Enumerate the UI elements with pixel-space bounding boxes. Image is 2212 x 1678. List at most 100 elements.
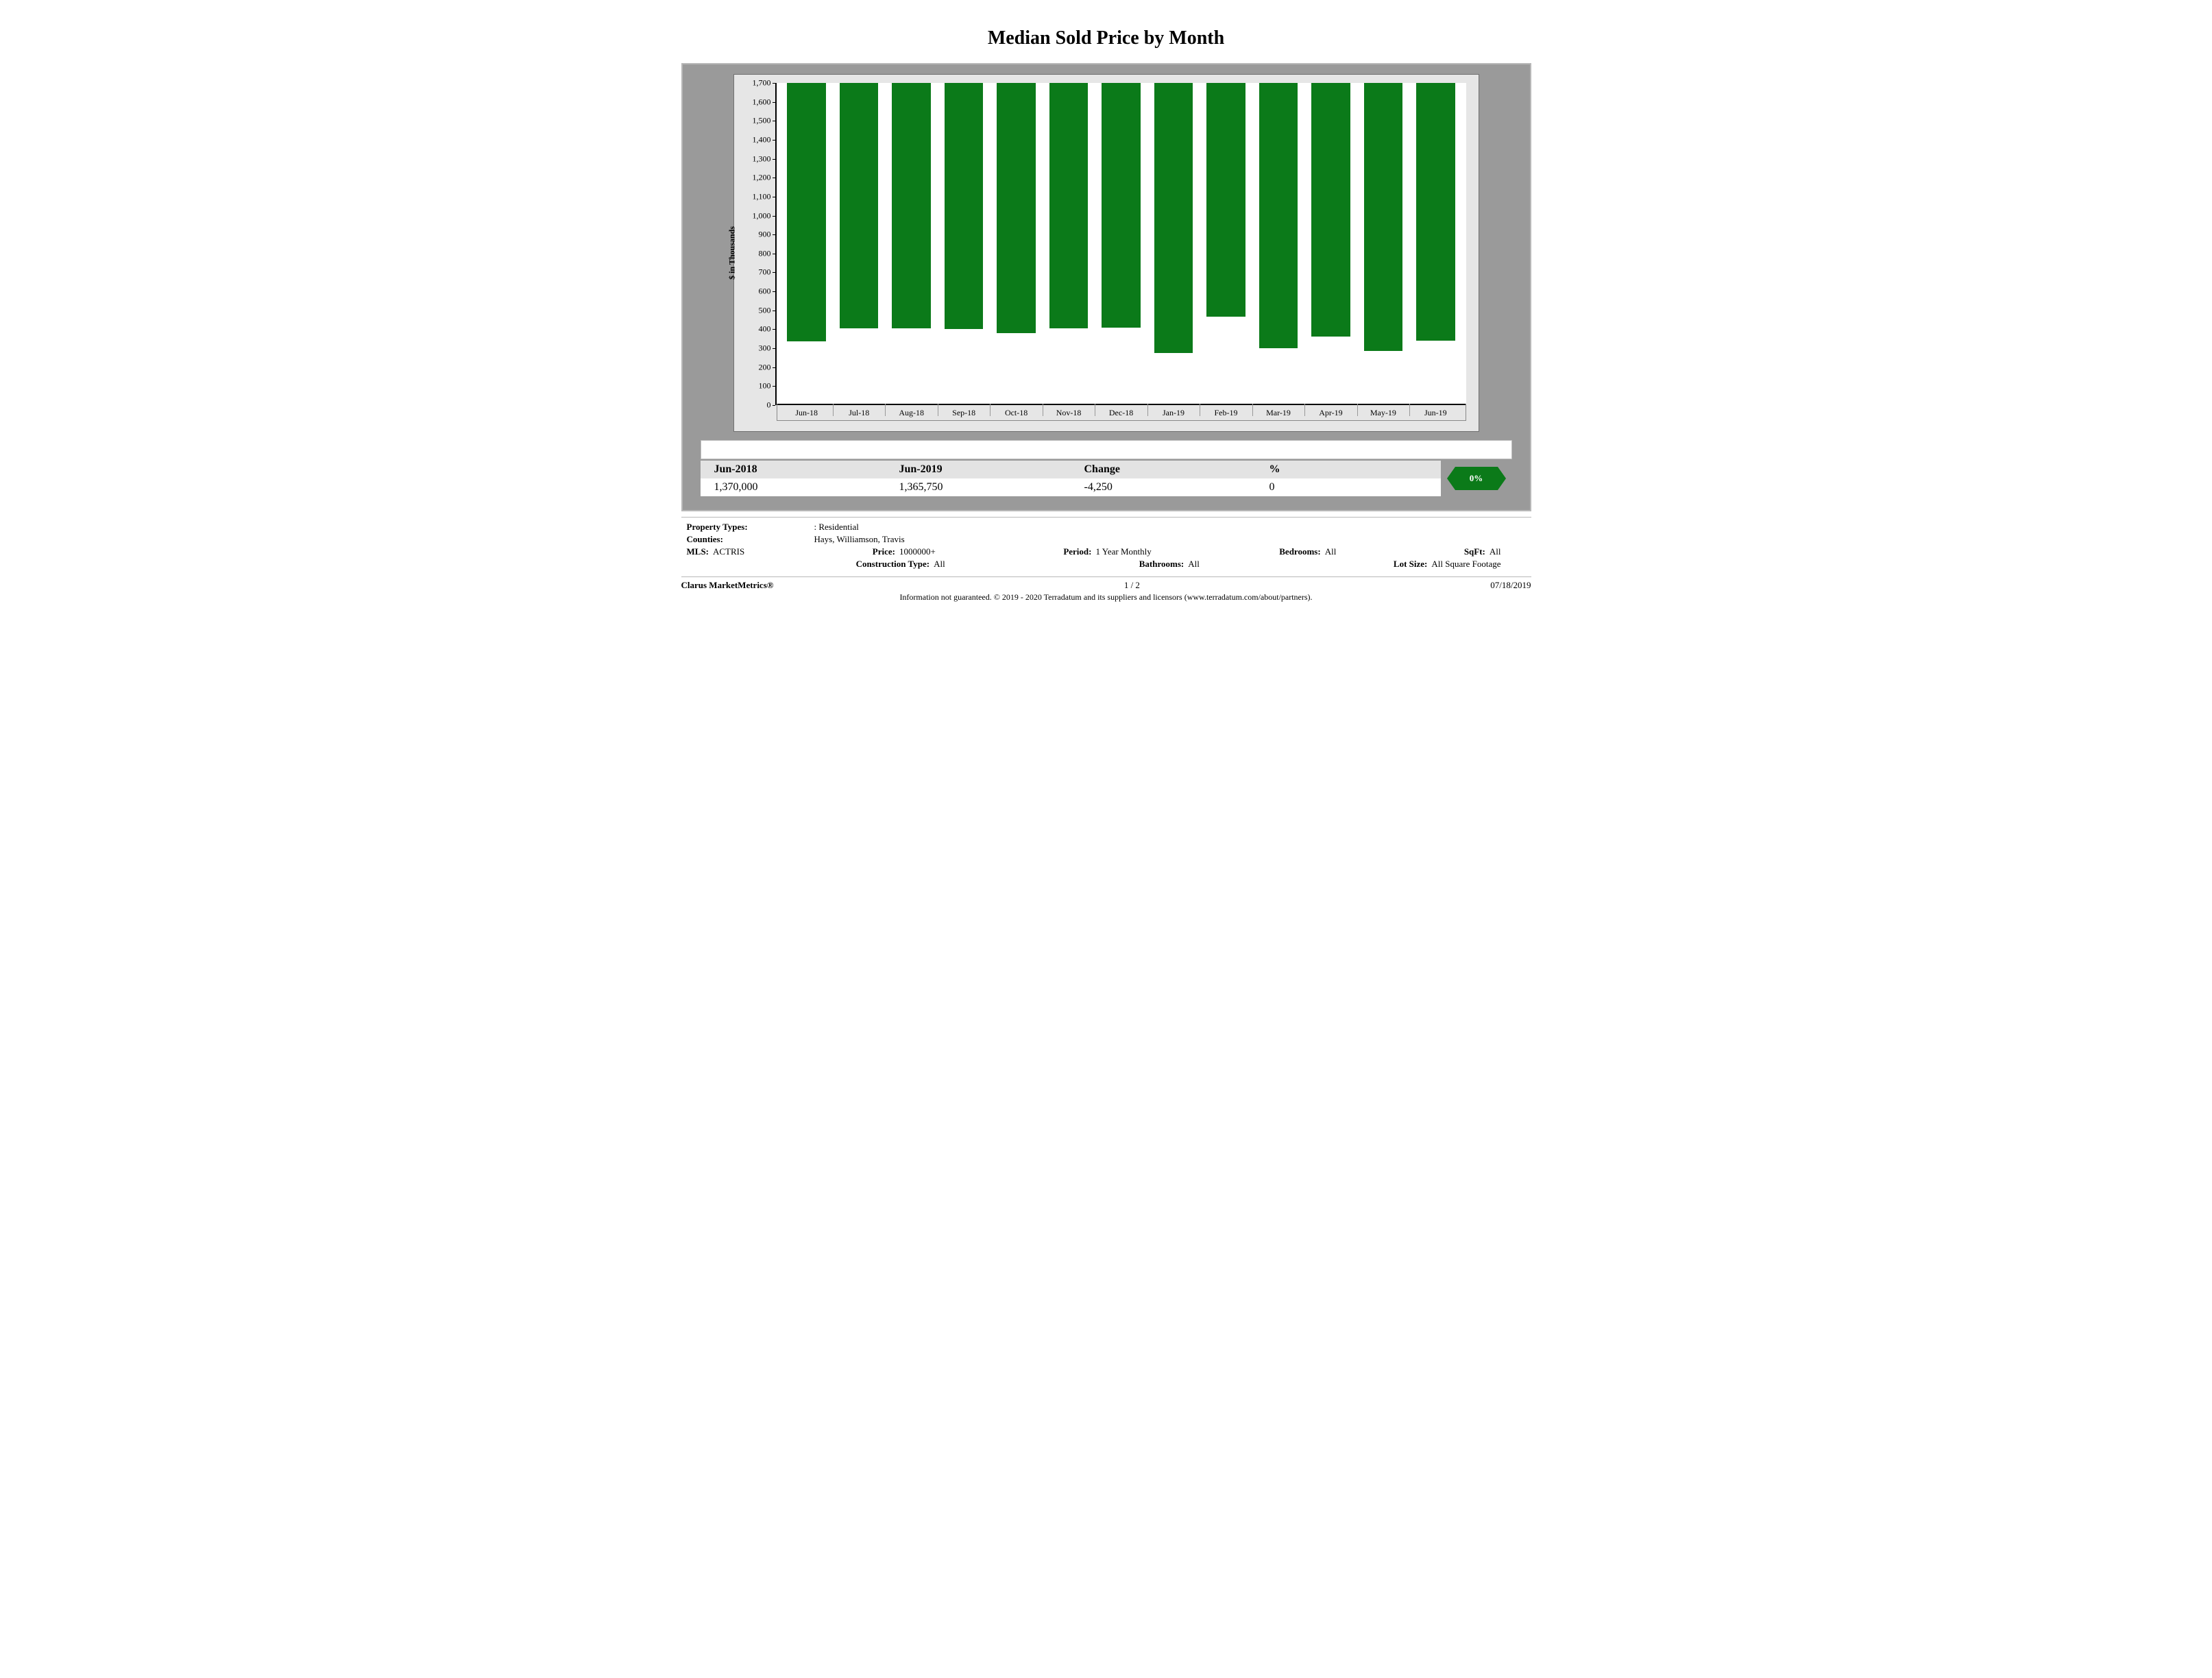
xtick-label: Jan-19	[1163, 408, 1184, 418]
footer-disclaimer: Information not guaranteed. © 2019 - 202…	[681, 592, 1531, 603]
bar-slot: Sep-18	[938, 83, 990, 404]
filters-row-1: Property Types: : Residential	[687, 522, 1526, 533]
filter-lotsize: Lot Size:All Square Footage	[1394, 559, 1501, 570]
bar-slot: Aug-18	[885, 83, 937, 404]
bar-slot: Nov-18	[1043, 83, 1095, 404]
xtick-label: Mar-19	[1266, 408, 1291, 418]
ytick-label: 600	[759, 287, 771, 297]
footer-brand: Clarus MarketMetrics®	[681, 580, 774, 591]
ytick-label: 1,200	[753, 173, 771, 183]
summary-value-2: 1,365,750	[886, 478, 1071, 496]
ytick-label: 0	[767, 400, 771, 411]
page-title: Median Sold Price by Month	[681, 27, 1531, 49]
bar-slot: Mar-19	[1252, 83, 1304, 404]
bar	[997, 83, 1036, 333]
filter-construction: Construction Type:All	[856, 559, 945, 570]
ytick-label: 1,600	[753, 97, 771, 107]
summary-row: Jun-2018 Jun-2019 Change % 1,370,000 1,3…	[701, 461, 1512, 496]
bar-slot: Jul-18	[833, 83, 885, 404]
summary-spacer-bar	[701, 440, 1512, 459]
bar	[945, 83, 984, 329]
ytick-label: 1,400	[753, 134, 771, 145]
bar	[1154, 83, 1193, 353]
change-badge-cell: 0%	[1441, 461, 1512, 496]
chart-frame-inner: $ in Thousands 0100200300400500600700800…	[685, 67, 1527, 507]
bar	[840, 83, 879, 328]
filters-row-2: Counties: Hays, Williamson, Travis	[687, 534, 1526, 545]
ytick-label: 200	[759, 362, 771, 372]
filters-panel: Property Types: : Residential Counties: …	[681, 517, 1531, 577]
xtick-label: Oct-18	[1005, 408, 1028, 418]
xtick-label: Sep-18	[952, 408, 975, 418]
bar-slot: Apr-19	[1304, 83, 1357, 404]
bar-slot: May-19	[1357, 83, 1409, 404]
filters-row-3: MLS:ACTRIS Price:1000000+ Period:1 Year …	[687, 546, 1526, 557]
change-badge: 0%	[1447, 467, 1506, 490]
bar-slot: Feb-19	[1200, 83, 1252, 404]
filter-period: Period:1 Year Monthly	[1063, 546, 1151, 557]
filter-price: Price:1000000+	[873, 546, 936, 557]
summary-value-1: 1,370,000	[701, 478, 886, 496]
bar-slot: Dec-18	[1095, 83, 1147, 404]
report-page: Median Sold Price by Month $ in Thousand…	[661, 0, 1552, 616]
bar	[1416, 83, 1455, 341]
chart-plot-frame: $ in Thousands 0100200300400500600700800…	[733, 74, 1479, 432]
xtick-label: Jul-18	[849, 408, 869, 418]
ytick-label: 300	[759, 343, 771, 354]
bar	[1102, 83, 1141, 328]
ytick-label: 1,100	[753, 191, 771, 202]
bars-container: Jun-18Jul-18Aug-18Sep-18Oct-18Nov-18Dec-…	[777, 83, 1466, 404]
filter-bedrooms: Bedrooms:All	[1279, 546, 1336, 557]
plot-area: Jun-18Jul-18Aug-18Sep-18Oct-18Nov-18Dec-…	[775, 83, 1466, 405]
filters-row-4: Construction Type:All Bathrooms:All Lot …	[687, 559, 1526, 570]
xtick-label: Nov-18	[1056, 408, 1082, 418]
xtick-label: May-19	[1370, 408, 1396, 418]
summary-value-3: -4,250	[1071, 478, 1256, 496]
ytick-label: 700	[759, 267, 771, 278]
bar	[787, 83, 826, 341]
ytick-label: 1,000	[753, 210, 771, 221]
bar	[1206, 83, 1245, 317]
summary-header-1: Jun-2018	[701, 461, 886, 478]
ytick-label: 1,300	[753, 154, 771, 164]
ytick-label: 500	[759, 305, 771, 315]
summary-table: Jun-2018 Jun-2019 Change % 1,370,000 1,3…	[701, 461, 1441, 496]
filter-mls: MLS:ACTRIS	[687, 546, 745, 557]
ytick-label: 100	[759, 381, 771, 391]
summary-values-row: 1,370,000 1,365,750 -4,250 0	[701, 478, 1441, 496]
bar	[1259, 83, 1298, 348]
summary-value-4: 0	[1256, 478, 1441, 496]
bar	[1364, 83, 1403, 351]
xtick-label: Aug-18	[899, 408, 924, 418]
bar-slot: Jan-19	[1147, 83, 1200, 404]
filter-bathrooms: Bathrooms:All	[1139, 559, 1200, 570]
xtick-label: Apr-19	[1319, 408, 1342, 418]
change-badge-text: 0%	[1470, 473, 1483, 484]
filter-property-types-k: Property Types:	[687, 522, 790, 533]
xtick-label: Dec-18	[1109, 408, 1133, 418]
filter-counties-k: Counties:	[687, 534, 790, 545]
ytick-label: 900	[759, 230, 771, 240]
footer-page-number: 1 / 2	[773, 580, 1490, 591]
ytick-label: 1,700	[753, 78, 771, 88]
bar	[1049, 83, 1089, 328]
xtick-label: Feb-19	[1214, 408, 1237, 418]
xtick-label: Jun-18	[795, 408, 818, 418]
filter-property-types-v: : Residential	[814, 522, 859, 533]
xtick-label: Jun-19	[1424, 408, 1447, 418]
ytick-label: 400	[759, 324, 771, 335]
summary-header-row: Jun-2018 Jun-2019 Change %	[701, 461, 1441, 478]
chart-frame-outer: $ in Thousands 0100200300400500600700800…	[681, 63, 1531, 511]
summary-header-3: Change	[1071, 461, 1256, 478]
bar	[892, 83, 931, 328]
ytick-label: 1,500	[753, 116, 771, 126]
filter-sqft: SqFt:All	[1464, 546, 1501, 557]
ytick-label: 800	[759, 248, 771, 258]
footer-date: 07/18/2019	[1490, 580, 1531, 591]
bar-slot: Jun-18	[781, 83, 833, 404]
summary-header-2: Jun-2019	[886, 461, 1071, 478]
bar	[1311, 83, 1350, 337]
bar-slot: Oct-18	[990, 83, 1042, 404]
summary-band: Jun-2018 Jun-2019 Change % 1,370,000 1,3…	[701, 440, 1512, 496]
summary-header-4: %	[1256, 461, 1441, 478]
